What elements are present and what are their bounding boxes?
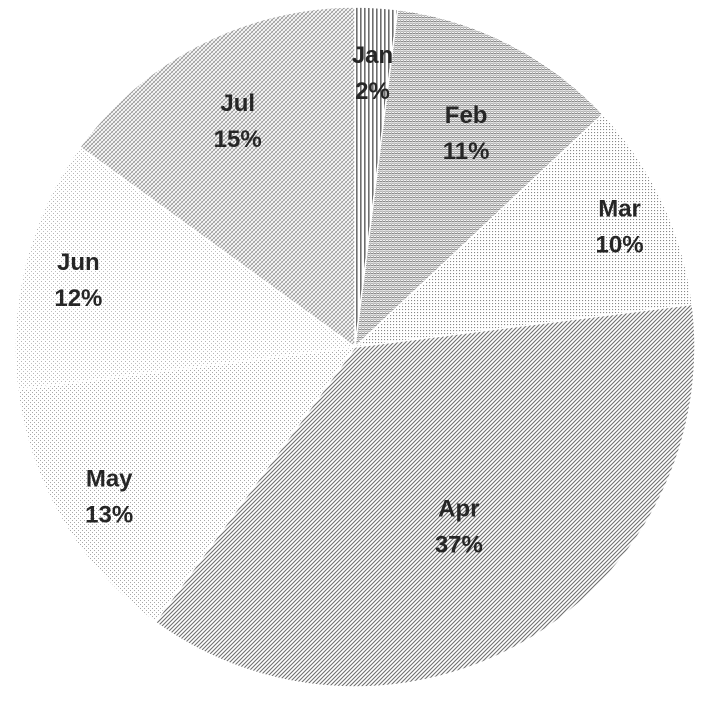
pie-slice-mar — [352, 113, 694, 349]
slice-category-label: Apr — [438, 496, 479, 523]
pie-slice-jun — [14, 146, 357, 391]
slice-percent-label: 2% — [355, 78, 390, 105]
pie-labels: Jan 2% Feb 11% Mar 10% Apr 37% May 13% Jun 12% Jul 15… — [54, 42, 643, 559]
pie-slices — [14, 6, 696, 688]
slice-category-label: Jul — [220, 90, 255, 117]
pie-slice-jul — [78, 6, 356, 349]
slice-category-label: Mar — [598, 196, 641, 223]
pie-slice-feb — [353, 8, 604, 349]
pie-slice-may — [16, 346, 357, 624]
slice-percent-label: 12% — [54, 285, 102, 312]
slice-category-label: May — [86, 465, 133, 492]
slice-percent-label: 10% — [596, 232, 644, 259]
slice-percent-label: 13% — [85, 501, 133, 528]
slice-category-label: Feb — [445, 102, 488, 129]
pie-slice-apr — [154, 303, 696, 688]
slice-percent-label: 15% — [214, 126, 262, 153]
slice-percent-label: 37% — [435, 532, 483, 559]
slice-category-label: Jan — [352, 42, 393, 69]
slice-percent-label: 11% — [443, 138, 490, 165]
slice-category-label: Jun — [57, 249, 100, 276]
